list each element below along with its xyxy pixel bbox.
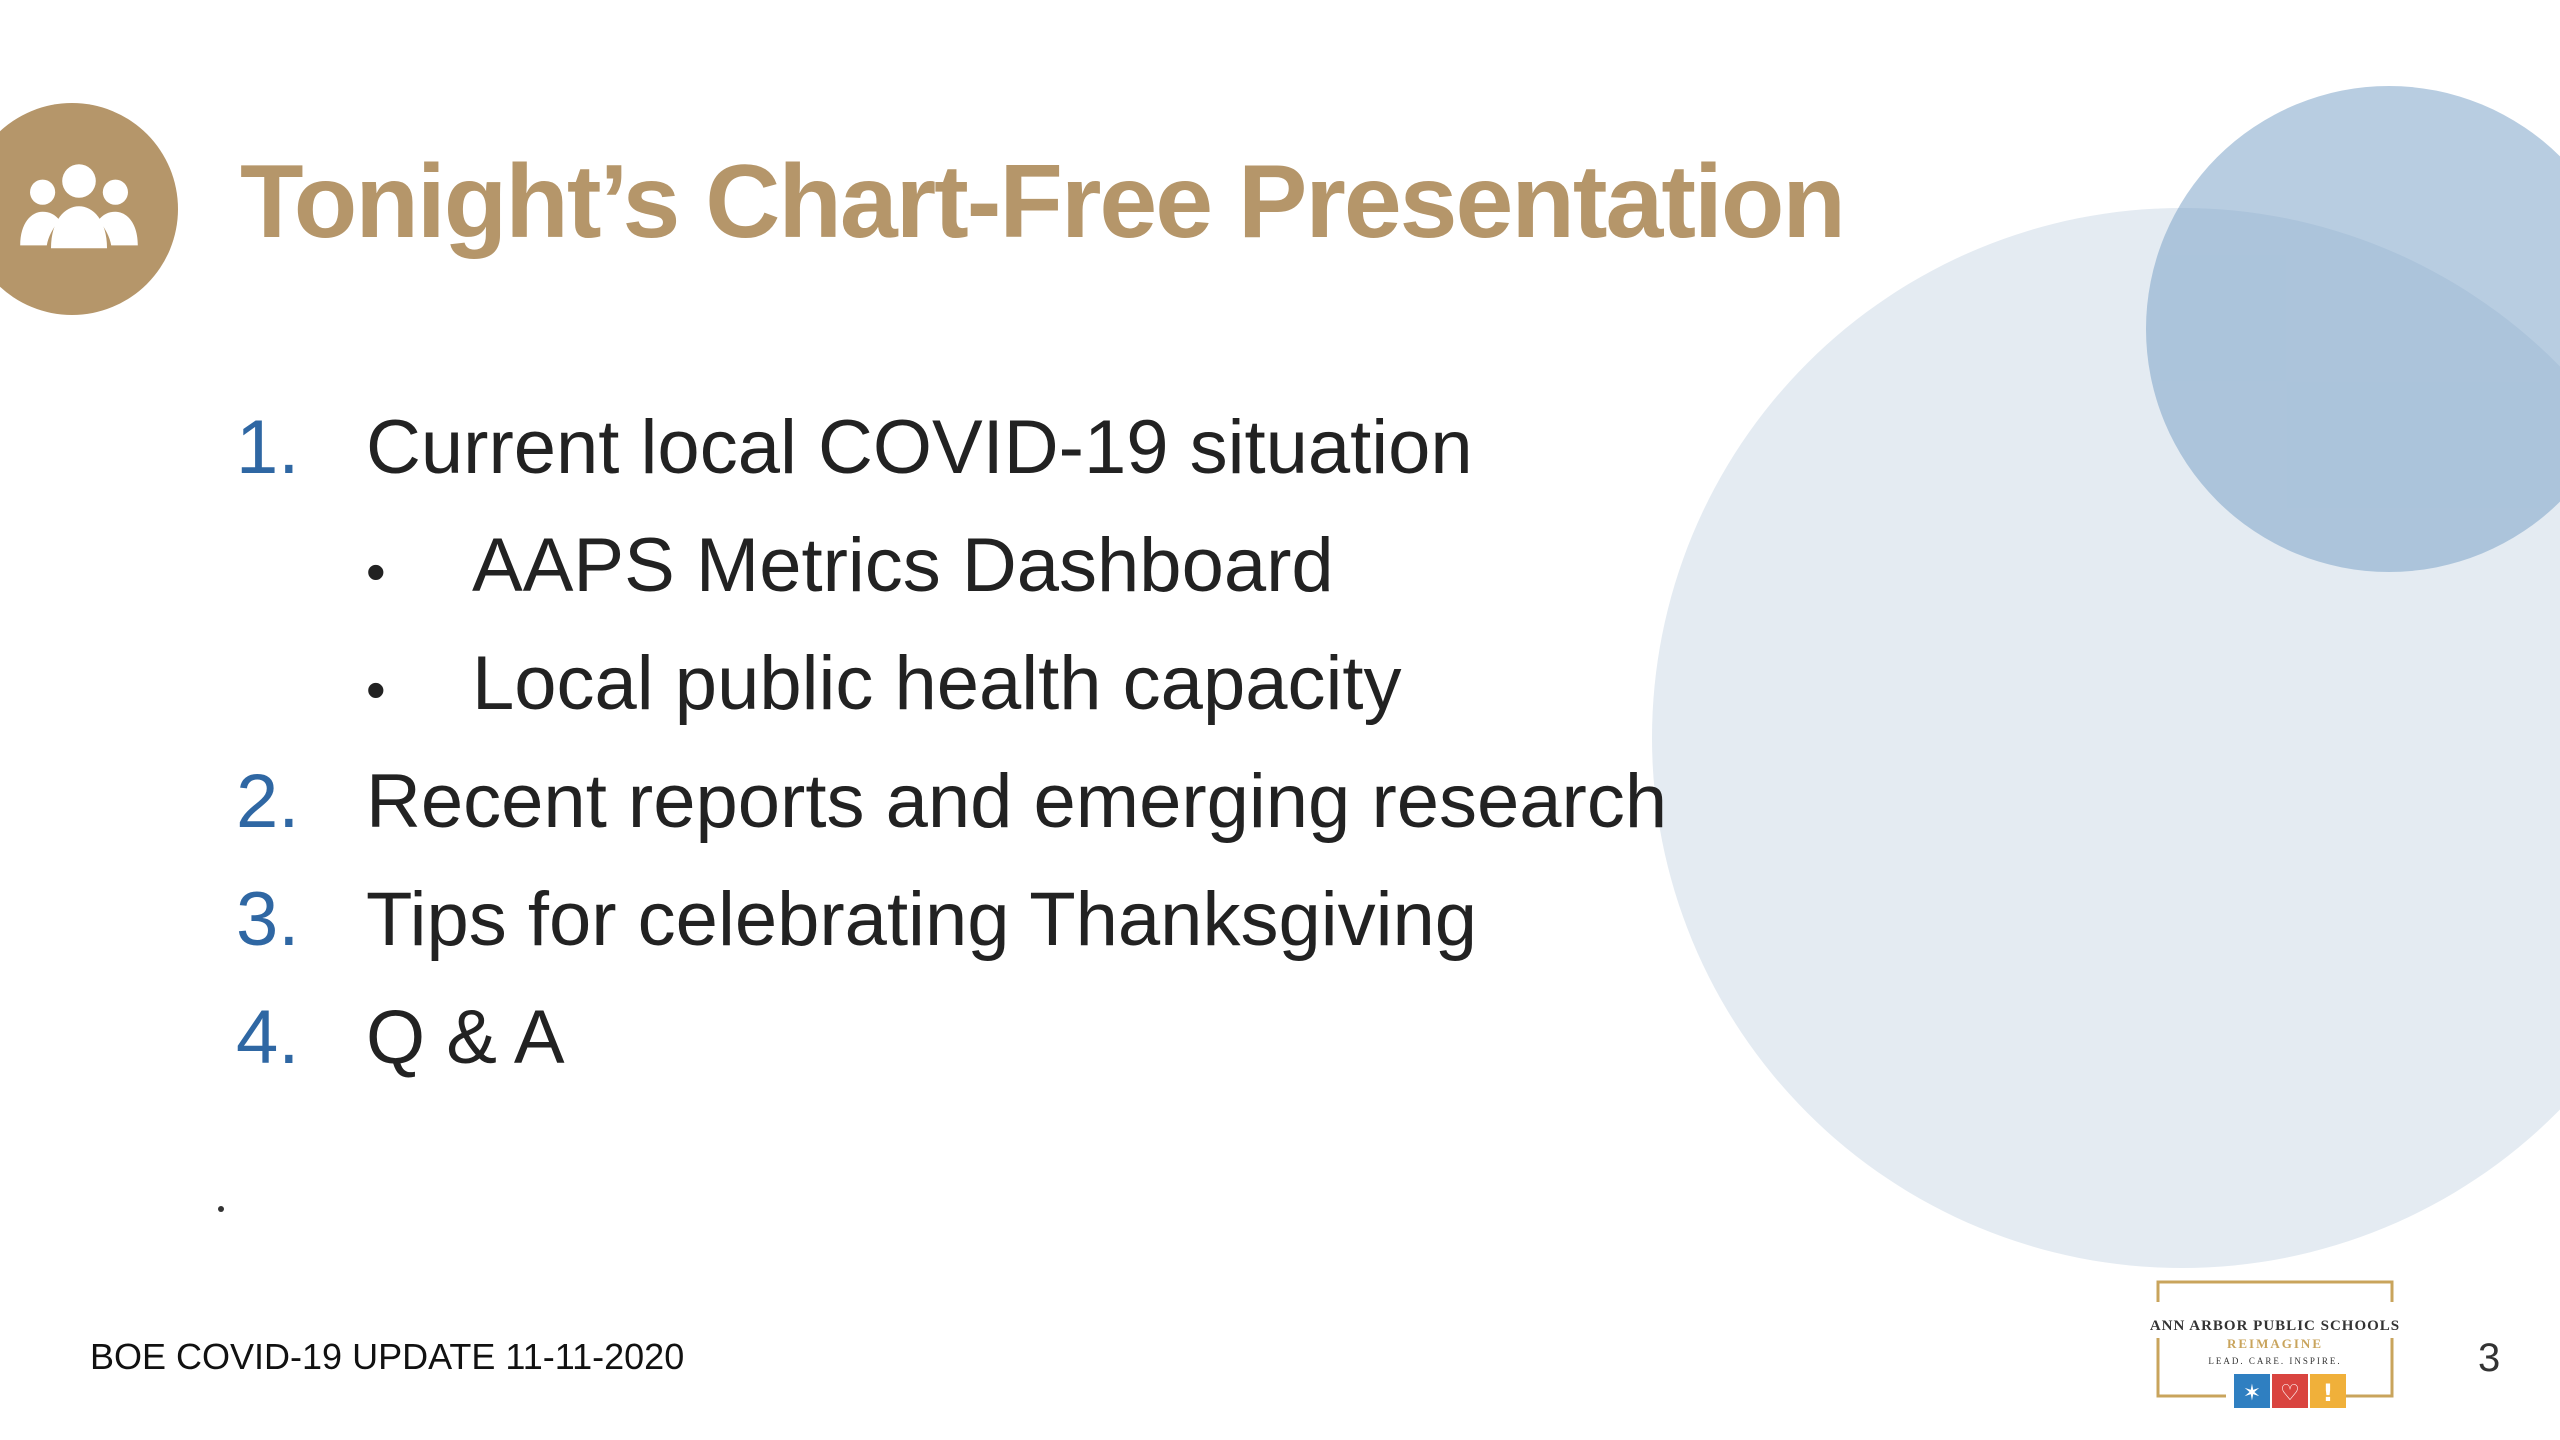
svg-text:♡: ♡ bbox=[2280, 1381, 2300, 1406]
agenda-subitem-text: Local public health capacity bbox=[472, 641, 1402, 726]
agenda-number: 2. bbox=[236, 759, 300, 844]
slide-title: Tonight’s Chart-Free Presentation bbox=[240, 144, 1846, 260]
agenda-subitem-text: AAPS Metrics Dashboard bbox=[472, 523, 1334, 608]
logo-tile-red bbox=[2272, 1374, 2308, 1408]
decorative-circle-small bbox=[2146, 86, 2560, 572]
agenda-subitem-1: • AAPS Metrics Dashboard bbox=[366, 528, 1334, 604]
page-number: 3 bbox=[2478, 1336, 2501, 1380]
agenda-text: Q & A bbox=[366, 995, 565, 1080]
svg-text:✶: ✶ bbox=[2243, 1381, 2261, 1406]
logo-line-2: REIMAGINE bbox=[2227, 1336, 2323, 1351]
agenda-text: Current local COVID-19 situation bbox=[366, 405, 1473, 490]
school-logo: ANN ARBOR PUBLIC SCHOOLS REIMAGINE LEAD.… bbox=[2130, 1278, 2420, 1412]
agenda-list: 1. Current local COVID-19 situation • AA… bbox=[236, 410, 1667, 1076]
logo-tile-blue bbox=[2234, 1374, 2270, 1408]
agenda-text: Recent reports and emerging research bbox=[366, 759, 1668, 844]
agenda-item-1: 1. Current local COVID-19 situation bbox=[236, 410, 1473, 486]
agenda-item-2: 2. Recent reports and emerging research bbox=[236, 764, 1667, 840]
svg-text:!: ! bbox=[2323, 1379, 2334, 1407]
logo-line-3: LEAD. CARE. INSPIRE. bbox=[2208, 1356, 2341, 1366]
bullet: • bbox=[366, 658, 386, 721]
agenda-subitem-2: • Local public health capacity bbox=[366, 646, 1401, 722]
bullet: • bbox=[366, 540, 386, 603]
logo-tile-yellow bbox=[2310, 1374, 2346, 1408]
group-people-icon bbox=[0, 103, 178, 315]
agenda-item-4: 4. Q & A bbox=[236, 1000, 565, 1076]
agenda-text: Tips for celebrating Thanksgiving bbox=[366, 877, 1478, 962]
agenda-item-3: 3. Tips for celebrating Thanksgiving bbox=[236, 882, 1477, 958]
logo-line-1: ANN ARBOR PUBLIC SCHOOLS bbox=[2150, 1318, 2400, 1334]
agenda-number: 1. bbox=[236, 405, 300, 490]
agenda-number: 4. bbox=[236, 995, 300, 1080]
agenda-number: 3. bbox=[236, 877, 300, 962]
stray-dot bbox=[218, 1206, 224, 1212]
footer-text: BOE COVID-19 UPDATE 11-11-2020 bbox=[90, 1336, 685, 1377]
